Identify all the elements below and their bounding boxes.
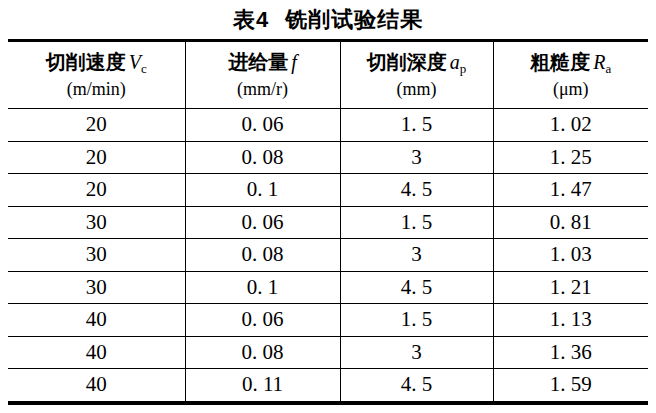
- table-cell: 1. 5: [340, 109, 493, 142]
- table-cell: 30: [8, 239, 185, 272]
- table-cell: 1. 5: [340, 304, 493, 337]
- table-cell: 20: [8, 109, 185, 142]
- table-row: 400. 061. 51. 13: [8, 304, 648, 337]
- table-cell: 1. 21: [493, 271, 648, 304]
- table-cell: 0. 08: [185, 239, 340, 272]
- results-table: 切削速度Vc (m/min) 进给量f (mm/r) 切削深度ap (mm) 粗…: [8, 39, 648, 405]
- table-row: 200. 14. 51. 47: [8, 174, 648, 207]
- header-cn-label: 切削速度: [46, 51, 126, 73]
- table-row: 300. 061. 50. 81: [8, 206, 648, 239]
- table-cell: 1. 59: [493, 369, 648, 403]
- variable-symbol: R: [593, 51, 605, 73]
- header-line: 切削速度Vc: [8, 50, 185, 77]
- table-cell: 1. 47: [493, 174, 648, 207]
- table-cell: 0. 81: [493, 206, 648, 239]
- table-cell: 1. 03: [493, 239, 648, 272]
- table-cell: 4. 5: [340, 369, 493, 403]
- col-header-cutting-depth: 切削深度ap (mm): [340, 41, 493, 109]
- table-cell: 4. 5: [340, 174, 493, 207]
- unit-label: (μm): [494, 80, 649, 100]
- table-cell: 0. 06: [185, 206, 340, 239]
- header-row: 切削速度Vc (m/min) 进给量f (mm/r) 切削深度ap (mm) 粗…: [8, 41, 648, 109]
- table-title-text: 铣削试验结果: [285, 7, 423, 32]
- variable-symbol: a: [450, 51, 460, 73]
- variable-symbol: V: [129, 51, 141, 73]
- table-cell: 30: [8, 271, 185, 304]
- variable-symbol: f: [291, 51, 297, 73]
- table-row: 300. 14. 51. 21: [8, 271, 648, 304]
- variable-subscript: c: [141, 61, 147, 76]
- table-cell: 1. 5: [340, 206, 493, 239]
- header-line: 切削深度ap: [341, 50, 493, 77]
- unit-label: (mm): [341, 80, 493, 100]
- table-cell: 1. 25: [493, 141, 648, 174]
- table-cell: 1. 02: [493, 109, 648, 142]
- header-line: 粗糙度Ra: [494, 50, 649, 77]
- unit-label: (m/min): [8, 80, 185, 100]
- table-cell: 40: [8, 369, 185, 403]
- table-cell: 40: [8, 336, 185, 369]
- table-cell: 0. 06: [185, 109, 340, 142]
- table-cell: 0. 11: [185, 369, 340, 403]
- col-header-cutting-speed: 切削速度Vc (m/min): [8, 41, 185, 109]
- table-cell: 20: [8, 174, 185, 207]
- unit-label: (mm/r): [186, 80, 340, 100]
- col-header-feed-rate: 进给量f (mm/r): [185, 41, 340, 109]
- header-cn-label: 粗糙度: [530, 51, 590, 73]
- table-cell: 0. 1: [185, 271, 340, 304]
- table-cell: 0. 1: [185, 174, 340, 207]
- table-row: 200. 061. 51. 02: [8, 109, 648, 142]
- table-cell: 20: [8, 141, 185, 174]
- table-cell: 0. 08: [185, 336, 340, 369]
- table-title: 表4 铣削试验结果: [0, 5, 656, 35]
- table-row: 200. 0831. 25: [8, 141, 648, 174]
- table-cell: 3: [340, 336, 493, 369]
- col-header-roughness: 粗糙度Ra (μm): [493, 41, 648, 109]
- variable-subscript: a: [605, 61, 611, 76]
- table-cell: 0. 08: [185, 141, 340, 174]
- table-cell: 40: [8, 304, 185, 337]
- header-cn-label: 进给量: [228, 51, 288, 73]
- table-cell: 30: [8, 206, 185, 239]
- table-cell: 1. 13: [493, 304, 648, 337]
- table-cell: 4. 5: [340, 271, 493, 304]
- table-number-label: 表4: [233, 7, 269, 32]
- header-line: 进给量f: [186, 50, 340, 77]
- table-cell: 1. 36: [493, 336, 648, 369]
- table-row: 400. 114. 51. 59: [8, 369, 648, 403]
- table-row: 300. 0831. 03: [8, 239, 648, 272]
- table-body: 200. 061. 51. 02200. 0831. 25200. 14. 51…: [8, 109, 648, 403]
- table-cell: 3: [340, 141, 493, 174]
- table-row: 400. 0831. 36: [8, 336, 648, 369]
- variable-subscript: p: [460, 61, 467, 76]
- table-cell: 0. 06: [185, 304, 340, 337]
- header-cn-label: 切削深度: [367, 51, 447, 73]
- table-cell: 3: [340, 239, 493, 272]
